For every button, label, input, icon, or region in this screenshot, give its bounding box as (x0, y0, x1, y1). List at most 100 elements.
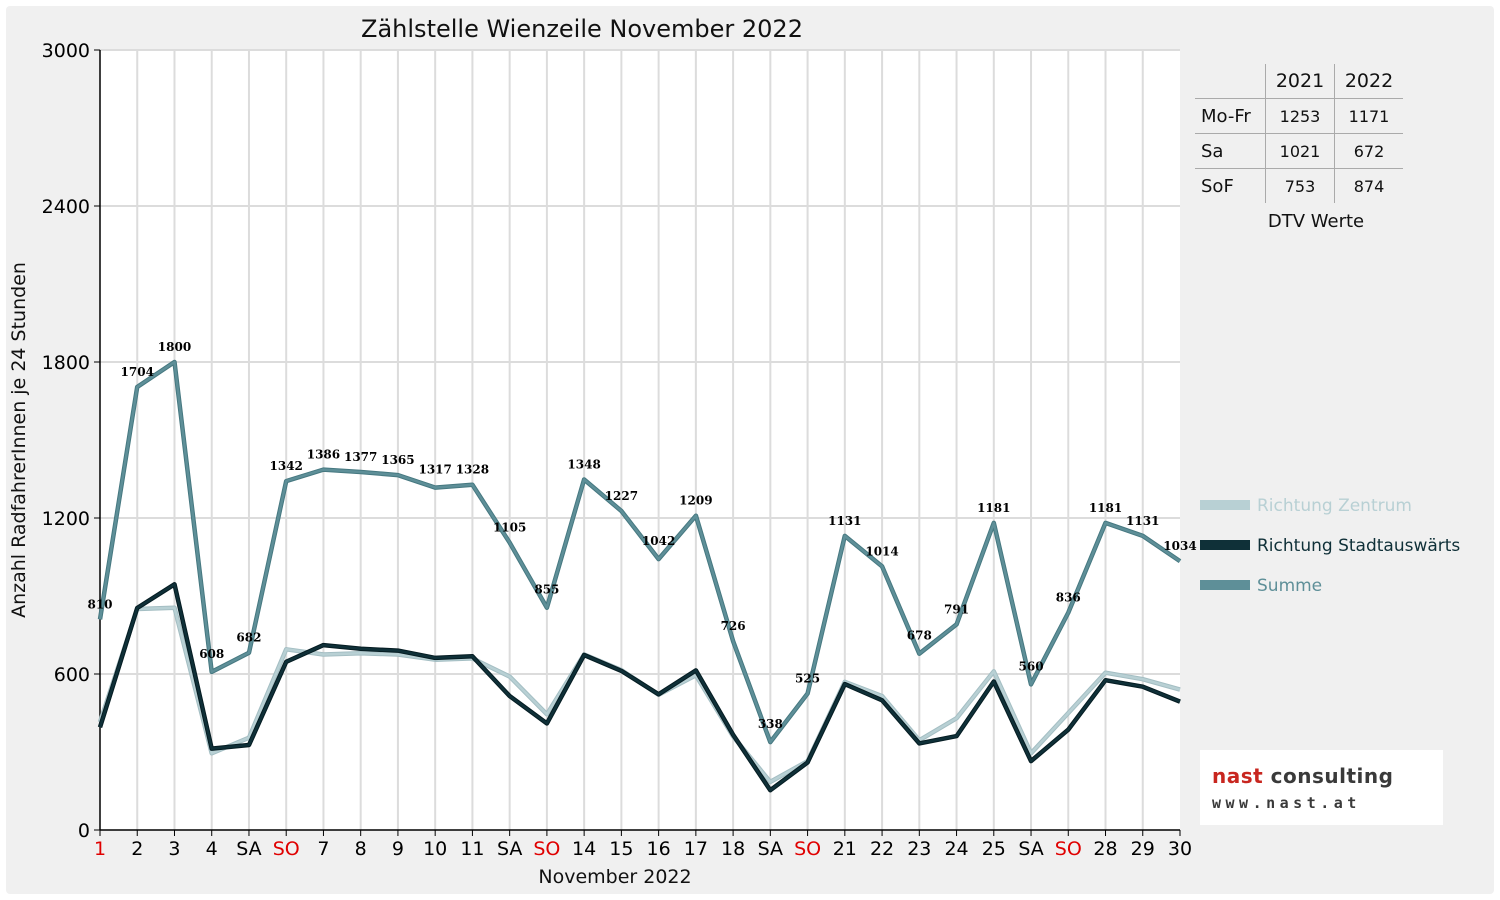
x-tick-label: 1 (94, 838, 106, 860)
dtv-value: 1253 (1265, 98, 1335, 134)
data-label: 1181 (1089, 501, 1122, 515)
legend-swatch (1200, 500, 1250, 510)
y-tick-label: 0 (78, 820, 90, 842)
dtv-row-sof: SoF 753 874 (1195, 168, 1403, 203)
dtv-row-label: Mo-Fr (1195, 98, 1266, 134)
series-line-summe (98, 360, 1181, 744)
x-tick-label: 24 (944, 838, 968, 860)
data-label: 1800 (158, 340, 191, 354)
chart-title: Zählstelle Wienzeile November 2022 (361, 15, 803, 43)
data-label: 1342 (270, 459, 303, 473)
data-label: 678 (907, 629, 932, 643)
data-label: 1014 (865, 544, 898, 558)
data-label: 836 (1056, 591, 1081, 605)
data-label: 525 (795, 672, 820, 686)
logo-url: www.nast.at (1212, 794, 1361, 812)
x-tick-label: 29 (1131, 838, 1155, 860)
x-tick-label: SO (273, 838, 300, 860)
x-tick-label: 4 (206, 838, 218, 860)
legend-label: Richtung Stadtauswärts (1257, 536, 1460, 556)
data-label: 682 (236, 631, 261, 645)
y-axis-label: Anzahl RadfahrerInnen je 24 Stunden (8, 262, 30, 618)
x-tick-label: 23 (907, 838, 931, 860)
data-label: 1386 (307, 448, 340, 462)
logo-brand-consulting: consulting (1263, 764, 1394, 788)
data-label: 1131 (1126, 514, 1159, 528)
data-label: 1365 (381, 453, 414, 467)
data-label: 1328 (456, 463, 489, 477)
legend: Richtung Zentrum Richtung Stadtauswärts Su… (1200, 496, 1460, 596)
dtv-row-sa: Sa 1021 672 (1195, 133, 1403, 169)
data-label: 791 (944, 602, 969, 616)
x-tick-label: 8 (355, 838, 367, 860)
y-tick-label: 3000 (42, 40, 90, 62)
dtv-row-label: SoF (1195, 168, 1266, 203)
x-tick-label: 2 (131, 838, 143, 860)
x-tick-label: 18 (721, 838, 745, 860)
dtv-table: 2021 2022 Mo-Fr 1253 1171 Sa 1021 672 So… (1195, 64, 1403, 203)
data-label: 1105 (493, 521, 526, 535)
x-tick-label: SA (758, 838, 783, 860)
dtv-row-label: Sa (1195, 133, 1266, 169)
series-lines (97, 359, 1182, 793)
dtv-value: 672 (1334, 133, 1403, 169)
data-label: 855 (534, 583, 559, 597)
data-label: 1209 (679, 494, 712, 508)
x-axis-label: November 2022 (538, 866, 691, 888)
nast-consulting-logo: nast consulting www.nast.at (1200, 750, 1443, 825)
x-tick-label: 16 (647, 838, 671, 860)
data-label: 338 (758, 717, 783, 731)
dtv-corner-cell (1195, 64, 1266, 99)
x-tick-label: 9 (392, 838, 404, 860)
x-tick-label: 3 (168, 838, 180, 860)
x-tick-label: 14 (572, 838, 596, 860)
x-tick-label: 7 (317, 838, 329, 860)
legend-label: Richtung Zentrum (1257, 496, 1412, 516)
y-tick-label: 1200 (42, 508, 90, 530)
x-tick-label: 17 (684, 838, 708, 860)
data-label: 1704 (121, 365, 154, 379)
data-label: 1377 (344, 450, 377, 464)
legend-swatch (1200, 580, 1250, 590)
data-label: 1317 (418, 463, 451, 477)
x-tick-label: 21 (833, 838, 857, 860)
dtv-row-mofr: Mo-Fr 1253 1171 (1195, 98, 1403, 134)
x-tick-label: 10 (423, 838, 447, 860)
series-line-richtung-stadtausw-rts (98, 583, 1181, 792)
x-tick-label: 25 (982, 838, 1006, 860)
dtv-table-panel: 2021 2022 Mo-Fr 1253 1171 Sa 1021 672 So… (1195, 64, 1415, 232)
data-label: 608 (199, 647, 224, 661)
data-label: 1131 (828, 514, 861, 528)
x-tick-label: SA (1018, 838, 1043, 860)
x-tick-label: 15 (609, 838, 633, 860)
dtv-caption: DTV Werte (1267, 211, 1365, 232)
y-tick-label: 2400 (42, 196, 90, 218)
data-label: 560 (1019, 659, 1044, 673)
data-label: 1227 (605, 489, 638, 503)
dtv-value: 1021 (1265, 133, 1335, 169)
y-tick-label: 600 (54, 664, 90, 686)
data-label: 1181 (977, 501, 1010, 515)
x-tick-label: SO (1055, 838, 1082, 860)
legend-swatch (1200, 540, 1250, 550)
legend-label: Summe (1257, 576, 1322, 596)
axes: 1 2 3 4 SA SO 7 8 9 10 11 SA SO 14 15 16 17 18 SA SO 21 22 23 2… (42, 40, 1192, 860)
x-tick-label: 28 (1093, 838, 1117, 860)
x-tick-label: SA (236, 838, 261, 860)
dtv-value: 874 (1334, 168, 1403, 203)
data-label: 1348 (567, 458, 600, 472)
dtv-header-row: 2021 2022 (1195, 64, 1403, 99)
logo-brand: nast consulting (1212, 764, 1393, 788)
x-tick-label: SO (794, 838, 821, 860)
x-tick-label: 30 (1168, 838, 1192, 860)
dtv-value: 753 (1265, 168, 1335, 203)
data-label: 1034 (1163, 539, 1196, 553)
dtv-col-2022: 2022 (1334, 64, 1403, 99)
x-tick-label: SO (533, 838, 560, 860)
dtv-value: 1171 (1334, 98, 1403, 134)
logo-brand-nast: nast (1212, 764, 1264, 788)
data-labels: 810 1704 1800 608 682 1342 1386 1377 1365 1317 132… (87, 340, 1196, 731)
data-label: 1042 (642, 534, 675, 548)
data-label: 810 (87, 597, 112, 611)
